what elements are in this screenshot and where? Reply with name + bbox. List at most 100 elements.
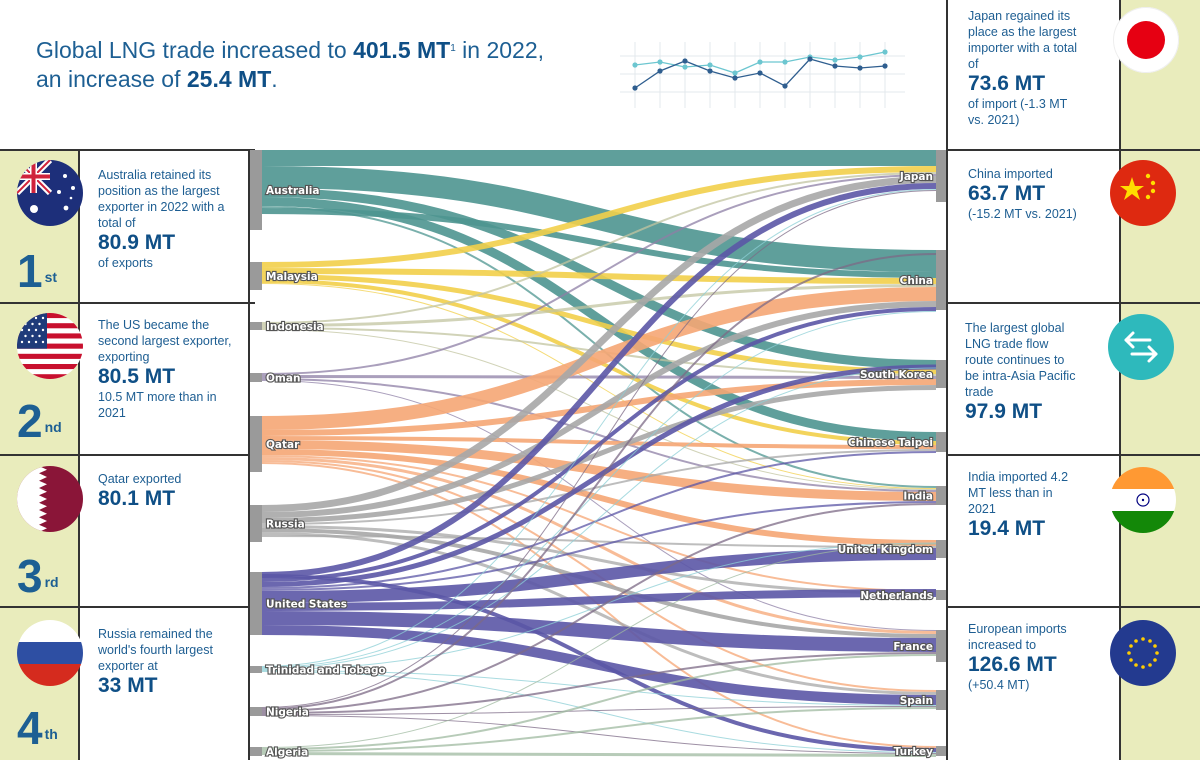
qatar-flag <box>17 466 83 532</box>
headline-text: Global LNG trade increased to <box>36 37 354 63</box>
target-node-china <box>936 250 946 310</box>
flow-group <box>261 150 937 757</box>
flow-nigeria-to-turkey <box>261 715 937 754</box>
rank-number: 2 <box>17 395 43 447</box>
russia-flag <box>17 620 83 686</box>
description: Russia remained the world's fourth large… <box>98 627 213 673</box>
flow-united-states-to-turkey <box>261 574 937 752</box>
note: of exports <box>98 256 153 270</box>
description: Qatar exported <box>98 472 182 486</box>
flow-qatar-to-turkey <box>261 462 937 748</box>
divider <box>0 302 255 304</box>
rank-suffix: th <box>44 726 58 742</box>
divider <box>946 302 1200 304</box>
source-label: Russia <box>266 519 305 531</box>
headline-text: in 2022, <box>455 37 545 63</box>
value: 97.9 MT <box>965 400 1043 423</box>
divider <box>0 149 255 151</box>
flow-australia-to-china <box>261 208 937 278</box>
rank-number: 4 <box>17 702 43 754</box>
target-node-chinese-taipei <box>936 432 946 452</box>
flow-algeria-to-turkey <box>261 752 937 757</box>
exporter-qatar-text: Qatar exported 80.1 MT <box>98 471 238 511</box>
source-node-united-states <box>250 572 262 635</box>
target-label: France <box>893 641 933 653</box>
australia-flag <box>17 160 83 226</box>
headline-text: . <box>271 66 278 92</box>
eu-flag <box>1110 620 1176 686</box>
divider <box>946 149 1200 151</box>
flow-united-states-to-chinese-taipei <box>261 451 937 589</box>
trade-arrows-icon <box>1108 314 1174 380</box>
target-node-spain <box>936 690 946 710</box>
flow-russia-to-united-kingdom <box>261 535 937 548</box>
importer-asia-route-text: The largest global LNG trade flow route … <box>965 320 1077 424</box>
value: 19.4 MT <box>968 517 1046 540</box>
flow-russia-to-china <box>261 301 937 518</box>
flow-russia-to-japan <box>261 176 937 512</box>
divider <box>0 606 255 608</box>
flow-trinidad-and-tobago-to-south-korea <box>261 367 937 669</box>
note: of import (-1.3 MT vs. 2021) <box>968 97 1068 127</box>
source-label: Trinidad and Tobago <box>266 665 386 677</box>
china-flag <box>1110 160 1176 226</box>
target-node-india <box>936 486 946 505</box>
divider <box>78 150 80 760</box>
description: China imported <box>968 167 1053 181</box>
exporter-australia-text: Australia retained its position as the l… <box>98 167 243 271</box>
note: (-15.2 MT vs. 2021) <box>968 207 1077 221</box>
flow-trinidad-and-tobago-to-spain <box>261 670 937 706</box>
target-label: India <box>903 491 933 503</box>
importer-japan-text: Japan regained its place as the largest … <box>968 8 1086 128</box>
flow-nigeria-to-china <box>261 253 937 710</box>
value: 63.7 MT <box>968 182 1046 205</box>
target-node-france <box>936 630 946 662</box>
decorative-line-chart-icon <box>620 42 905 108</box>
target-node-netherlands <box>936 590 946 600</box>
flow-trinidad-and-tobago-to-turkey <box>261 671 937 753</box>
source-node-australia <box>250 150 262 230</box>
flow-malaysia-to-japan <box>261 166 937 268</box>
value: 73.6 MT <box>968 72 1046 95</box>
flow-russia-to-chinese-taipei <box>261 449 937 525</box>
flow-united-states-to-china <box>261 307 937 582</box>
flow-united-states-to-france <box>261 611 937 652</box>
divider <box>0 454 255 456</box>
exporter-russia-text: Russia remained the world's fourth large… <box>98 626 238 698</box>
target-label: Japan <box>899 171 933 183</box>
flow-russia-to-spain <box>261 532 937 695</box>
source-node-qatar <box>250 416 262 472</box>
target-node-south-korea <box>936 360 946 388</box>
flow-malaysia-to-south-korea <box>261 274 937 374</box>
note: 10.5 MT more than in 2021 <box>98 390 217 420</box>
divider <box>248 150 250 760</box>
target-label: United Kingdom <box>838 544 933 556</box>
source-node-russia <box>250 505 262 542</box>
headline-increase: 25.4 MT <box>186 66 272 92</box>
footnote-marker: 1 <box>450 43 456 54</box>
importer-india-text: India imported 4.2 MT less than in 2021 … <box>968 469 1080 541</box>
flow-nigeria-to-spain <box>261 706 937 715</box>
rank-number: 1 <box>17 245 43 297</box>
exporter-usa-text: The US became the second largest exporte… <box>98 317 238 421</box>
japan-flag <box>1113 7 1179 73</box>
source-node-malaysia <box>250 262 262 290</box>
target-label: Netherlands <box>860 590 933 602</box>
description: India imported 4.2 MT less than in 2021 <box>968 470 1069 516</box>
divider <box>946 0 948 760</box>
source-node-algeria <box>250 747 262 756</box>
source-label: Indonesia <box>266 321 324 333</box>
target-node-united-kingdom <box>936 540 946 558</box>
description: European imports increased to <box>968 622 1067 652</box>
source-node-nigeria <box>250 707 262 716</box>
flow-algeria-to-spain <box>261 707 937 752</box>
flow-indonesia-to-japan <box>261 172 937 324</box>
importer-china-text: China imported 63.7 MT (-15.2 MT vs. 202… <box>968 166 1108 222</box>
description: Australia retained its position as the l… <box>98 168 225 230</box>
flow-united-states-to-japan <box>261 183 937 578</box>
note: (+50.4 MT) <box>968 678 1030 692</box>
flow-trinidad-and-tobago-to-china <box>261 311 937 668</box>
flow-trinidad-and-tobago-to-japan <box>261 189 937 667</box>
divider <box>946 606 1200 608</box>
